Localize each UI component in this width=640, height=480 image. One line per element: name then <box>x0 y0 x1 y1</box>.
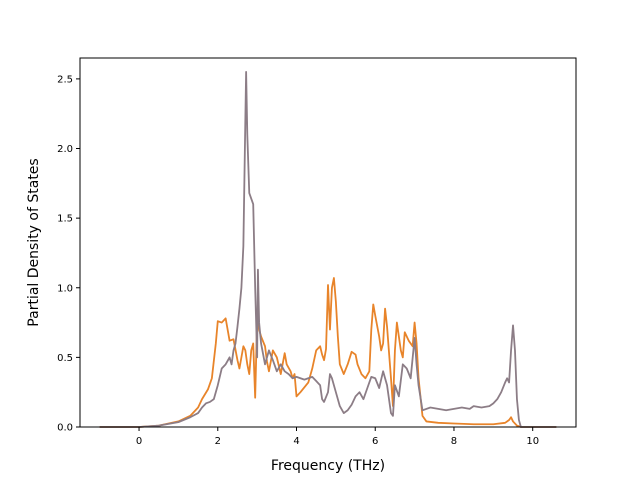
axes-frame <box>79 57 577 428</box>
x-tick-label: 0 <box>136 436 142 447</box>
x-tick-label: 4 <box>293 436 299 447</box>
y-axis-label: Partial Density of States <box>26 158 42 326</box>
y-tick-label: 1.5 <box>57 214 73 225</box>
y-tick-label: 2.5 <box>57 74 73 85</box>
series-line-1 <box>99 277 557 428</box>
series-line-2 <box>99 71 557 428</box>
y-tick-label: 0.0 <box>57 423 73 434</box>
x-axis-ticks: 0 2 4 6 8 10 <box>136 427 539 447</box>
x-tick-label: 6 <box>372 436 378 447</box>
series-layer <box>99 71 557 428</box>
y-axis-ticks: 0.0 0.5 1.0 1.5 2.0 2.5 <box>57 74 80 434</box>
x-tick-label: 8 <box>451 436 457 447</box>
x-tick-label: 10 <box>526 436 539 447</box>
y-tick-label: 0.5 <box>57 353 73 364</box>
x-axis-label: Frequency (THz) <box>271 458 385 474</box>
y-tick-label: 1.0 <box>57 283 73 294</box>
x-tick-label: 2 <box>215 436 221 447</box>
y-tick-label: 2.0 <box>57 144 73 155</box>
